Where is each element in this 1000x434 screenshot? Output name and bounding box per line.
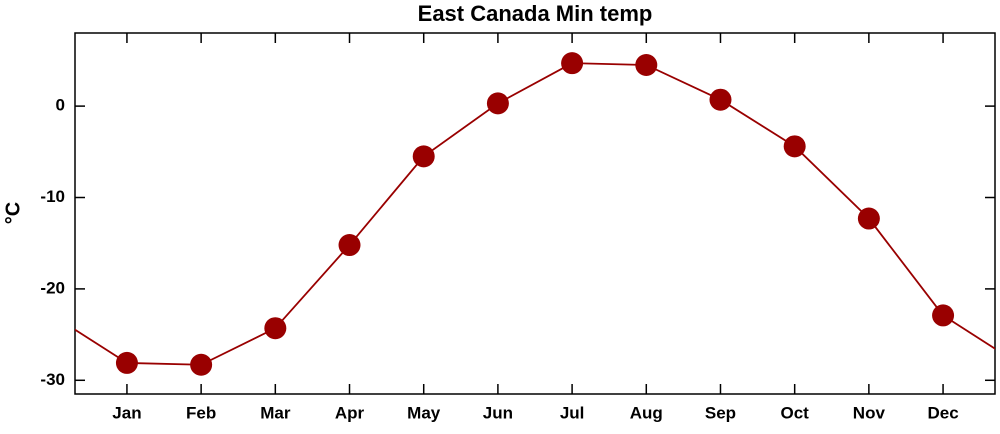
data-point (115, 351, 138, 374)
x-tick-label: May (407, 403, 441, 422)
data-point (338, 234, 361, 257)
x-tick-label: Mar (260, 403, 291, 422)
y-tick-label: 0 (56, 96, 65, 115)
data-point (709, 88, 732, 111)
x-tick-label: Aug (630, 403, 663, 422)
data-point (561, 52, 584, 75)
y-tick-label: -10 (40, 187, 65, 206)
data-point (932, 304, 955, 327)
wrap-line (942, 314, 995, 350)
data-point (635, 53, 658, 76)
data-line (126, 62, 944, 366)
y-tick-label: -30 (40, 370, 65, 389)
plot-frame (74, 32, 996, 395)
y-tick-label: -20 (40, 278, 65, 297)
x-tick-label: Sep (705, 403, 736, 422)
data-point (857, 207, 880, 230)
x-tick-label: Jun (483, 403, 513, 422)
x-tick-label: Dec (927, 403, 958, 422)
data-point (190, 353, 213, 376)
x-tick-label: Oct (781, 403, 810, 422)
data-point (264, 317, 287, 340)
plot-area (75, 52, 995, 376)
chart-title: East Canada Min temp (418, 1, 653, 26)
wrap-line (75, 328, 128, 364)
x-tick-label: Apr (335, 403, 365, 422)
x-tick-label: Jan (112, 403, 141, 422)
x-tick-label: Feb (186, 403, 216, 422)
data-point (412, 145, 435, 168)
y-axis-label: °C (2, 202, 24, 224)
x-tick-label: Jul (560, 403, 585, 422)
x-tick-label: Nov (853, 403, 886, 422)
data-point (486, 92, 509, 115)
data-point (783, 135, 806, 158)
